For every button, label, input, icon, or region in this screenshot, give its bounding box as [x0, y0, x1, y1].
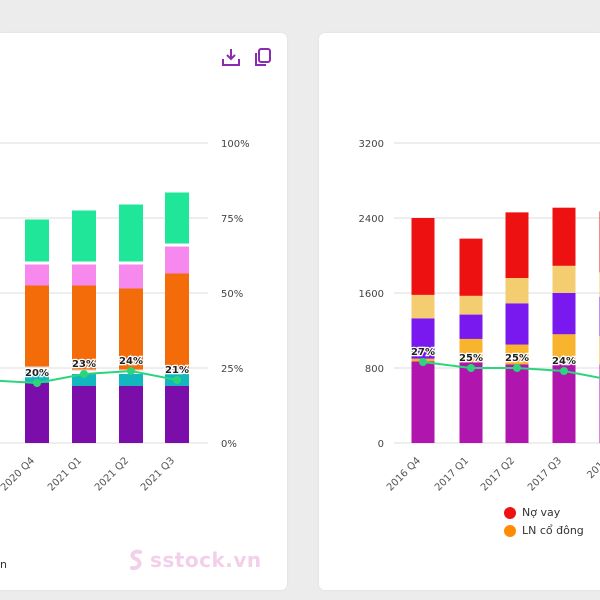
y-tick-label: 75% [221, 214, 243, 225]
bar-segment [119, 261, 143, 265]
bar-segment [72, 210, 96, 262]
bar-segment [552, 364, 576, 443]
x-tick-label: 2017 Q3 [526, 455, 564, 493]
bar-segment [165, 369, 189, 371]
bar-segment [25, 285, 49, 367]
bar-segment [552, 265, 576, 293]
line-point [127, 367, 135, 375]
bar-segment [552, 293, 576, 335]
y-tick-label: 100% [221, 139, 250, 150]
legend-label-no-vay[interactable]: Nợ vay [522, 506, 561, 519]
bar-segment [459, 338, 483, 363]
x-tick-label: 2021 Q1 [46, 455, 84, 493]
y-tick-label: 0 [378, 439, 384, 450]
bar-segment [119, 374, 143, 386]
bar-segment [72, 374, 96, 386]
watermark-text: sstock.vn [150, 548, 262, 572]
data-label: 21% [165, 365, 189, 376]
bar-segment [25, 368, 49, 371]
bar-segment [165, 192, 189, 244]
data-label: 24% [119, 356, 143, 367]
y-tick-label: 2400 [359, 214, 384, 225]
left-chart-card: 100% 75% 50% 25% 0% 2020 Q4 2021 Q1 2021 Q2 2021… [0, 33, 287, 590]
legend-fragment: n [0, 558, 7, 571]
bar-segment [459, 295, 483, 315]
data-label: 23% [72, 359, 96, 370]
data-label: 24% [552, 356, 576, 367]
bar-segment [505, 303, 529, 345]
bar-segment [25, 366, 49, 368]
bar-segment [411, 361, 435, 443]
bar-segment [25, 383, 49, 443]
bar-segment [165, 273, 189, 370]
y-tick-label: 50% [221, 289, 243, 300]
bar-segment [25, 264, 49, 286]
bar-segment [72, 261, 96, 265]
x-tick-label: 2017 [585, 455, 600, 481]
bar-segment [119, 204, 143, 262]
legend-label-ln-co-dong[interactable]: LN cổ đông [522, 524, 584, 537]
bar-segment [505, 278, 529, 304]
x-tick-label: 2021 Q2 [93, 455, 131, 493]
bar-segment [25, 261, 49, 265]
bar-segment [411, 218, 435, 295]
data-label: 25% [459, 353, 483, 364]
bar-segment [505, 212, 529, 278]
line-point [173, 376, 181, 384]
left-stacked-chart: 100% 75% 50% 25% 0% 2020 Q4 2021 Q1 2021 Q2 2021… [0, 139, 250, 493]
bar-segment [459, 238, 483, 296]
legend-dot-ln-co-dong [504, 525, 516, 537]
line-point [33, 379, 41, 387]
bar-segment [72, 386, 96, 443]
bar-segment [25, 371, 49, 383]
x-tick-label: 2020 Q4 [0, 455, 37, 493]
line-point [467, 364, 475, 372]
right-chart-card: 3200 2400 1600 800 0 2016 Q4 2017 Q1 2017 Q2 201… [319, 33, 600, 590]
bar-segment [119, 288, 143, 370]
y-tick-label: 0% [221, 439, 237, 450]
y-tick-label: 1600 [359, 289, 384, 300]
bar-segment [119, 386, 143, 443]
data-label: 20% [25, 368, 49, 379]
copy-icon[interactable] [252, 46, 274, 68]
x-tick-label: 2021 Q3 [139, 455, 177, 493]
bar-segment [25, 219, 49, 262]
bar-segment [411, 294, 435, 319]
line-point [513, 364, 521, 372]
bar-segment [165, 246, 189, 274]
x-tick-label: 2017 Q2 [479, 455, 517, 493]
bar-segment [552, 334, 576, 365]
bar-segment [505, 364, 529, 443]
legend-dot-no-vay [504, 507, 516, 519]
sstock-logo-icon [128, 549, 144, 571]
x-tick-label: 2017 Q1 [433, 455, 471, 493]
bar-segment [459, 314, 483, 339]
y-tick-label: 3200 [359, 139, 384, 150]
data-label: 25% [505, 353, 529, 364]
download-icon[interactable] [220, 46, 242, 68]
bar-segment [165, 386, 189, 443]
y-tick-label: 800 [365, 364, 384, 375]
bar-segment [552, 207, 576, 266]
bar-segment [165, 371, 189, 374]
line-point [419, 358, 427, 366]
data-label: 27% [411, 347, 435, 358]
x-tick-label: 2016 Q4 [385, 455, 423, 493]
bar-segment [505, 344, 529, 365]
line-point [80, 370, 88, 378]
bar-segment [72, 264, 96, 286]
bar-segment [165, 243, 189, 247]
bar-segment [411, 318, 435, 359]
line-point [560, 367, 568, 375]
y-tick-label: 25% [221, 364, 243, 375]
bar-segment [119, 264, 143, 289]
bar-segment [72, 285, 96, 370]
bar-segment [459, 362, 483, 443]
